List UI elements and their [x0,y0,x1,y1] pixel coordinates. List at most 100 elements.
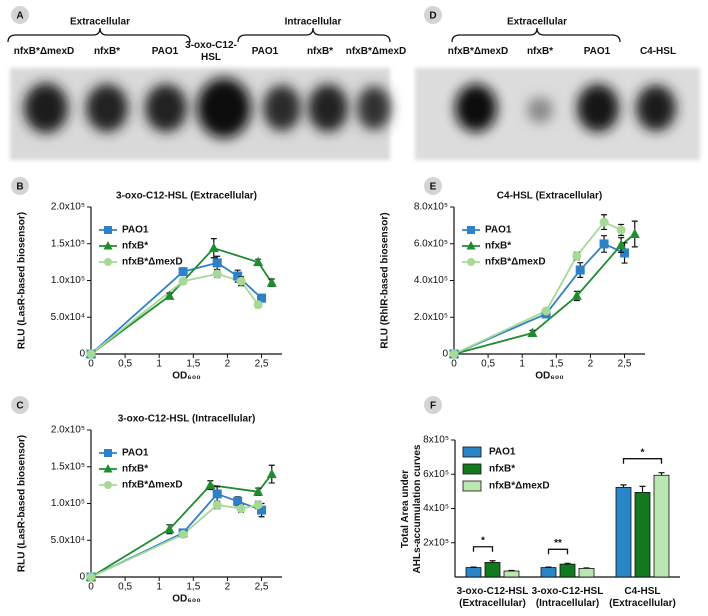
legend-swatch [462,446,482,458]
legend-marker [467,258,475,266]
legend-marker [104,258,112,266]
y-tick-label: 2.0x10⁵ [51,425,85,436]
panel-badge [424,177,442,195]
y-tick-label: 1.0x10⁵ [51,498,85,509]
tlc-plate-d [415,68,700,160]
panel-badge [11,6,29,24]
y-tick-label: 5.0x10⁴ [51,535,85,546]
marker [253,256,264,267]
legend-label: PAO1 [489,447,516,458]
marker [266,468,277,479]
lane-label: nfxB* [306,46,334,57]
marker [164,290,175,300]
lane-label: nfxB* [526,46,554,57]
marker [620,248,630,258]
error-bar [508,569,515,572]
legend-marker [466,241,476,250]
x-axis-label: OD₆₀₀ [172,371,201,382]
marker [253,486,264,496]
marker [86,349,96,359]
legend-label: nfxB*ΔmexD [489,481,550,492]
y-axis-label: RLU (LasR-based biosensor) [17,212,28,349]
marker [266,277,277,287]
bracket [7,27,191,43]
marker [212,489,222,499]
marker [541,306,551,316]
marker [233,271,243,281]
marker [208,242,219,253]
panel-letter: A [16,11,23,22]
y-tick-label: 0 [79,572,85,583]
marker [236,276,246,286]
x-tick-label: 0 [451,359,457,370]
spot [308,84,348,132]
marker [178,276,188,286]
x-tick-label: 2,5 [618,359,632,370]
marker [205,479,216,490]
x-tick-label: 2,5 [255,359,269,370]
chart-title: 3-oxo-C12-HSL (Intracellular) [118,414,256,425]
bracket [451,27,621,43]
panel-letter: D [429,11,436,22]
marker [629,228,640,239]
spot [577,84,619,132]
significance-label: * [481,535,485,546]
spot [197,78,251,138]
x-tick-label: 2 [588,359,594,370]
lane-label: 3-oxo-C12- HSL [185,40,237,63]
x-tick-label: 1,5 [186,359,200,370]
error-bar [545,566,552,568]
panel-letter: B [16,182,23,193]
panel-letter: C [16,401,23,412]
x-tick-label: 0,5 [481,359,495,370]
x-tick-label: 1 [519,359,525,370]
y-tick-label: 6x10⁵ [423,469,449,480]
y-tick-label: 0 [442,349,448,360]
x-axis-label: OD₆₀₀ [172,594,201,605]
marker [212,258,222,268]
marker [253,500,263,510]
spot [24,83,68,133]
marker [236,504,246,514]
lane-label: PAO1 [251,46,279,57]
marker [599,239,609,249]
chart-title: C4-HSL (Extracellular) [497,191,602,202]
panel-badge [11,396,29,414]
significance-label: * [641,447,645,458]
bar [540,567,557,578]
marker [178,529,188,539]
legend-label: PAO1 [122,448,149,459]
y-tick-label: 1.0x10⁵ [51,275,85,286]
y-tick-label: 5.0x10⁴ [51,312,85,323]
legend-label: nfxB* [122,464,148,475]
spot [86,84,128,132]
error-bar [658,472,665,476]
panel-badge [424,396,442,414]
lane-label: nfxB*ΔmexD [345,46,407,57]
bar [634,492,651,578]
group-label: Intracellular [285,17,342,28]
y-tick-label: 2.0x10⁵ [51,202,85,213]
x-tick-label: 0 [88,359,94,370]
group-label: Extracellular [70,17,130,28]
y-tick-label: 4.0x10⁵ [414,275,448,286]
y-tick-label: 2x10⁵ [423,537,449,548]
spot [527,97,553,123]
bar [484,562,501,578]
x-tick-label: 2 [225,582,231,593]
spot [357,86,391,130]
x-tick-label: 1,5 [186,582,200,593]
x-tick-label: 3-oxo-C12-HSL (Intracellular) [531,586,604,609]
series-line [90,272,259,355]
y-axis-label: Total Area under AHLs-accumulation curve… [400,444,423,573]
lane-label: nfxB*ΔmexD [447,46,509,57]
lane-label: PAO1 [151,46,179,57]
legend-marker [104,449,112,457]
marker [212,269,222,279]
lane-label: nfxB* [93,46,121,57]
error-bar [639,485,646,493]
y-tick-label: 6.0x10⁵ [414,238,448,249]
tlc-plate-a [10,68,391,160]
marker [572,251,582,261]
